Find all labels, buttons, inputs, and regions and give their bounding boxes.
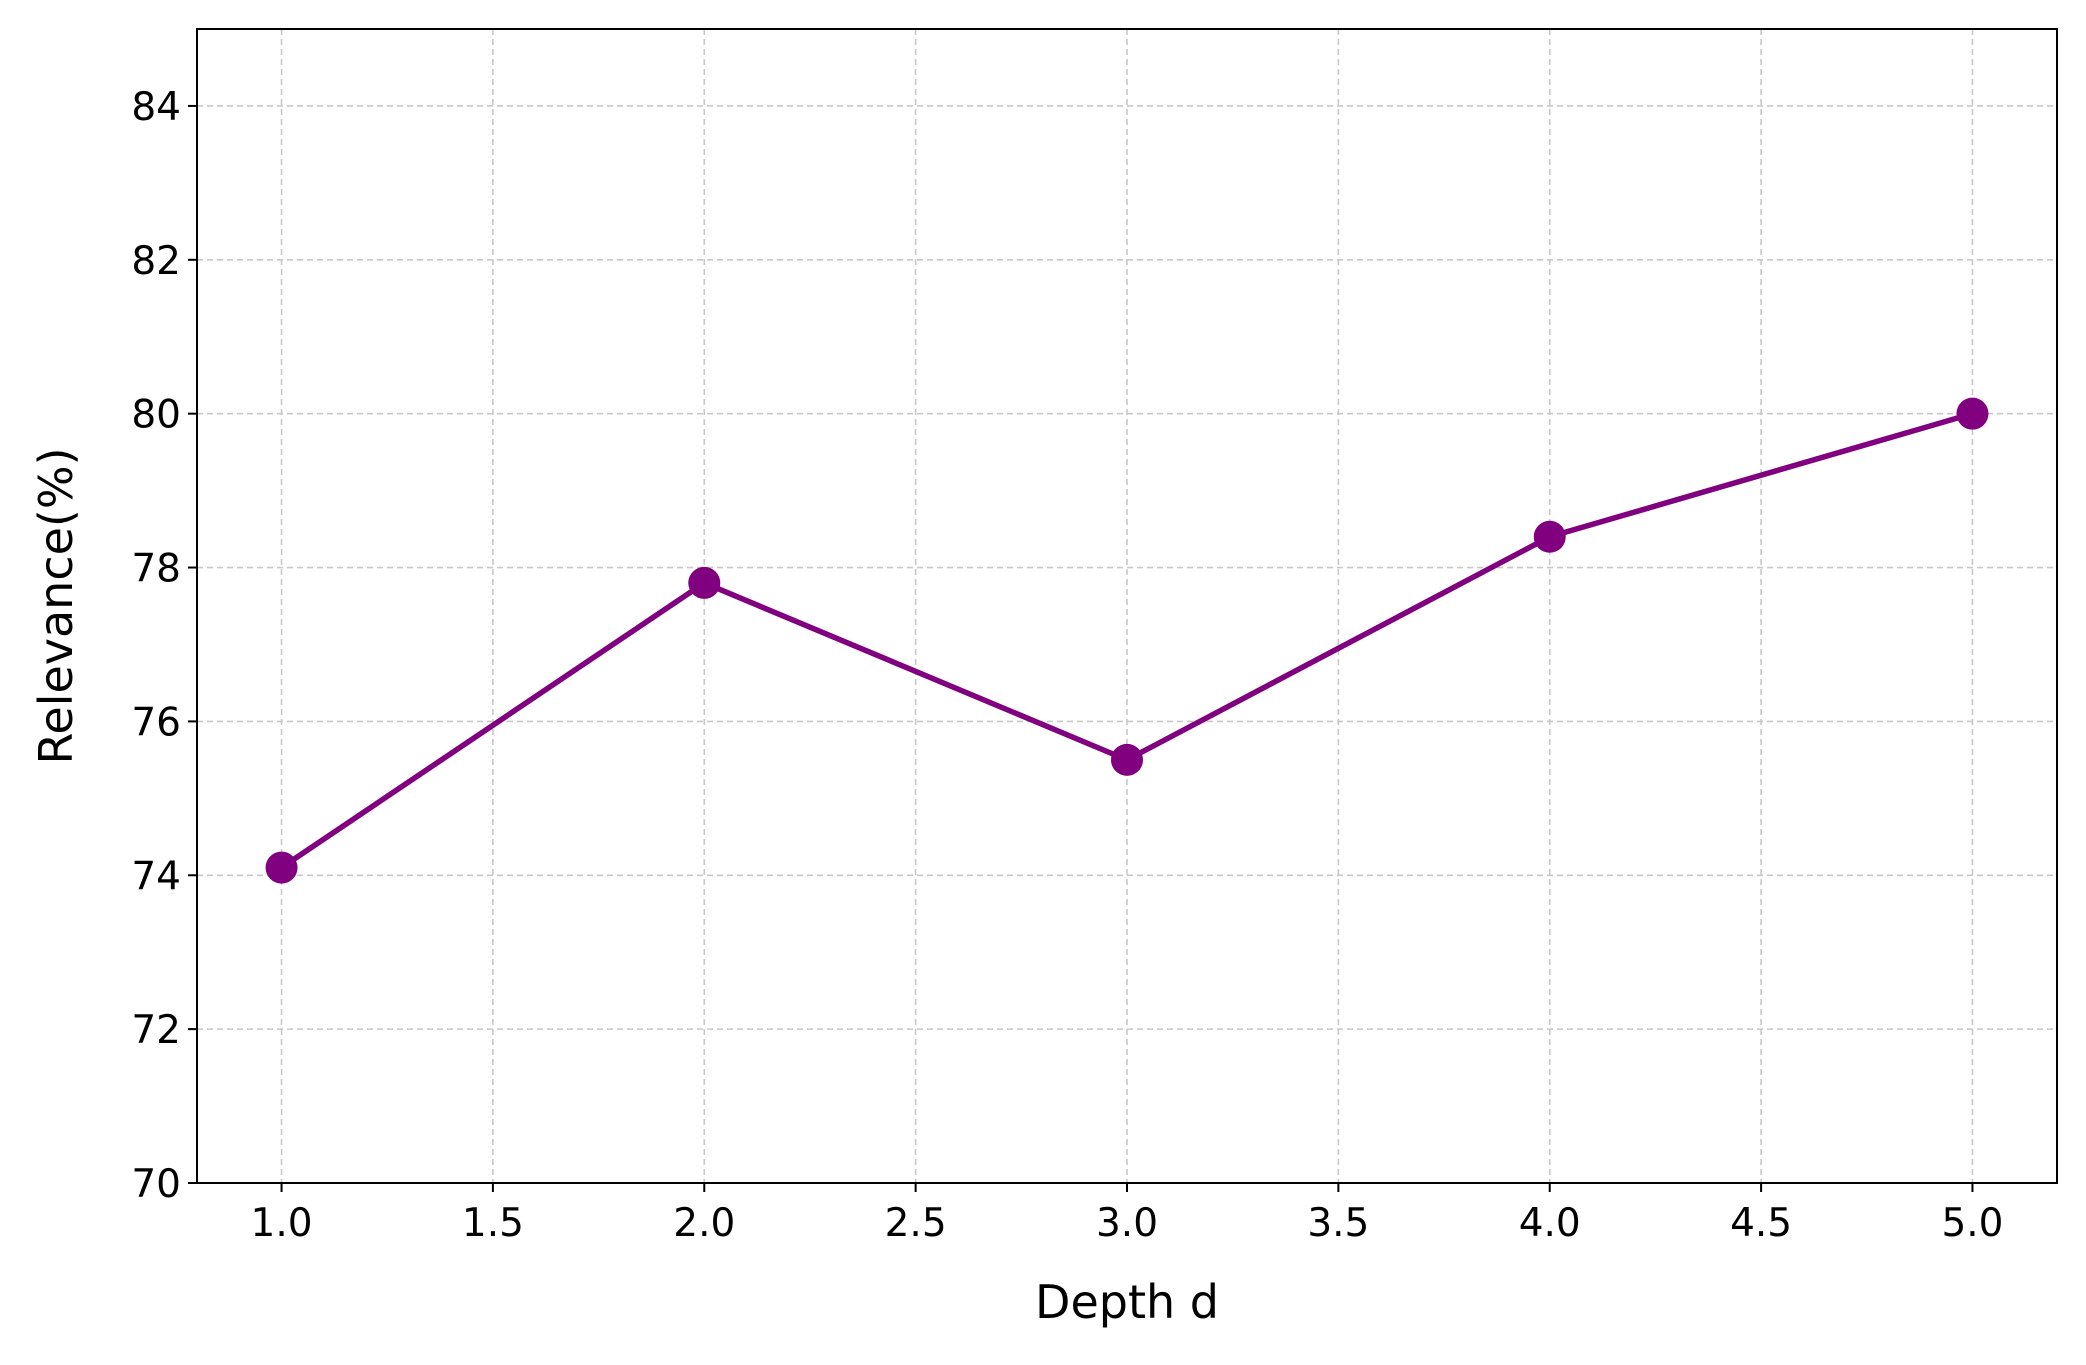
x-tick-label: 3.0	[1096, 1201, 1158, 1246]
marker	[688, 566, 721, 599]
y-axis-label: Relevance(%)	[29, 447, 83, 764]
x-tick-label: 1.5	[462, 1201, 524, 1246]
marker	[1956, 397, 1989, 430]
x-tick-label: 3.5	[1307, 1201, 1369, 1246]
x-tick-label: 2.5	[885, 1201, 947, 1246]
marker	[265, 851, 298, 884]
marker	[1533, 520, 1566, 553]
y-tick-label: 80	[131, 393, 181, 438]
y-tick-label: 84	[131, 85, 181, 130]
x-axis-label: Depth d	[1035, 1275, 1219, 1329]
y-tick-label: 72	[131, 1008, 181, 1053]
x-tick-label: 4.5	[1730, 1201, 1792, 1246]
y-tick-label: 76	[131, 700, 181, 745]
x-tick-label: 1.0	[251, 1201, 313, 1246]
y-tick-label: 78	[131, 547, 181, 592]
y-tick-label: 70	[131, 1162, 181, 1207]
plot-frame	[196, 28, 2058, 1184]
x-tick-label: 4.0	[1519, 1201, 1581, 1246]
x-tick-label: 2.0	[673, 1201, 735, 1246]
marker	[1111, 743, 1143, 776]
x-tick-label: 5.0	[1941, 1201, 2003, 1246]
y-tick-label: 74	[131, 854, 181, 899]
y-tick-label: 82	[131, 239, 181, 284]
